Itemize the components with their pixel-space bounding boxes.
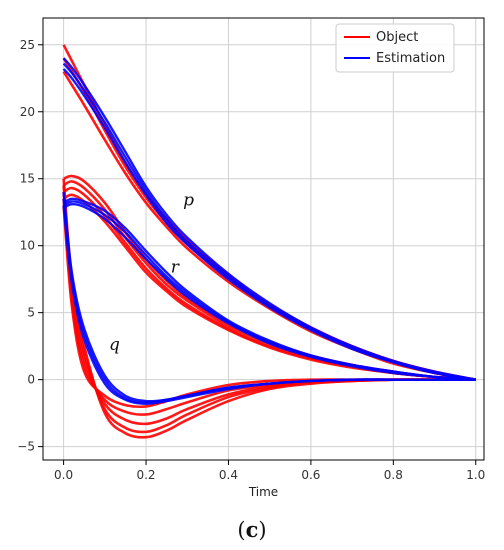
curve-annotation-q: q bbox=[109, 335, 120, 355]
caption-letter: c bbox=[246, 517, 259, 542]
annotations: p r q bbox=[109, 191, 194, 356]
legend: Object Estimation bbox=[335, 23, 455, 73]
x-tick-label-3: 0.6 bbox=[301, 468, 320, 482]
series-layer bbox=[62, 44, 477, 439]
plot-background bbox=[43, 18, 484, 460]
y-tick-label-4: 15 bbox=[20, 172, 35, 186]
y-tick-label-3: 10 bbox=[20, 239, 35, 253]
x-tick-label-1: 0.2 bbox=[136, 468, 155, 482]
caption-close: ) bbox=[258, 518, 266, 542]
caption-open: ( bbox=[237, 518, 245, 542]
series-line-estimation-r-12 bbox=[63, 202, 476, 381]
legend-label-object: Object bbox=[376, 30, 418, 45]
curve-annotation-p: p bbox=[183, 191, 194, 211]
y-tick-label-1: 0 bbox=[27, 373, 35, 387]
series-line-estimation-r-11 bbox=[63, 200, 476, 381]
x-tick-label-2: 0.4 bbox=[219, 468, 238, 482]
x-tick-label-0: 0.0 bbox=[54, 468, 73, 482]
y-tick-label-5: 20 bbox=[20, 105, 35, 119]
x-tick-label-4: 0.8 bbox=[384, 468, 403, 482]
curve-annotation-r: r bbox=[171, 257, 180, 277]
series-line-estimation-p-5 bbox=[62, 68, 476, 381]
x-tick-label-5: 1.0 bbox=[466, 468, 485, 482]
ticks: 0.0 0.2 0.4 0.6 0.8 1.0 −5 0 5 10 15 20 25 bbox=[17, 38, 485, 482]
plot-frame bbox=[42, 17, 485, 461]
y-tick-label-6: 25 bbox=[20, 38, 35, 52]
figure-caption: (c) bbox=[237, 517, 266, 542]
y-tick-label-2: 5 bbox=[27, 306, 35, 320]
series-line-estimation-q-20 bbox=[62, 205, 476, 405]
legend-label-estimation: Estimation bbox=[376, 51, 445, 66]
series-line-estimation-p-3 bbox=[62, 57, 476, 381]
y-tick-label-0: −5 bbox=[17, 440, 35, 454]
x-axis-label: Time bbox=[248, 485, 278, 499]
